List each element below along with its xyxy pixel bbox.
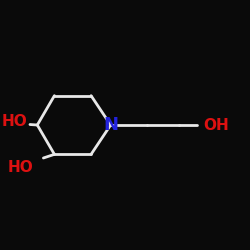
Text: N: N [103,116,118,134]
Text: HO: HO [1,114,27,129]
Text: HO: HO [7,160,33,175]
Text: OH: OH [203,118,229,132]
